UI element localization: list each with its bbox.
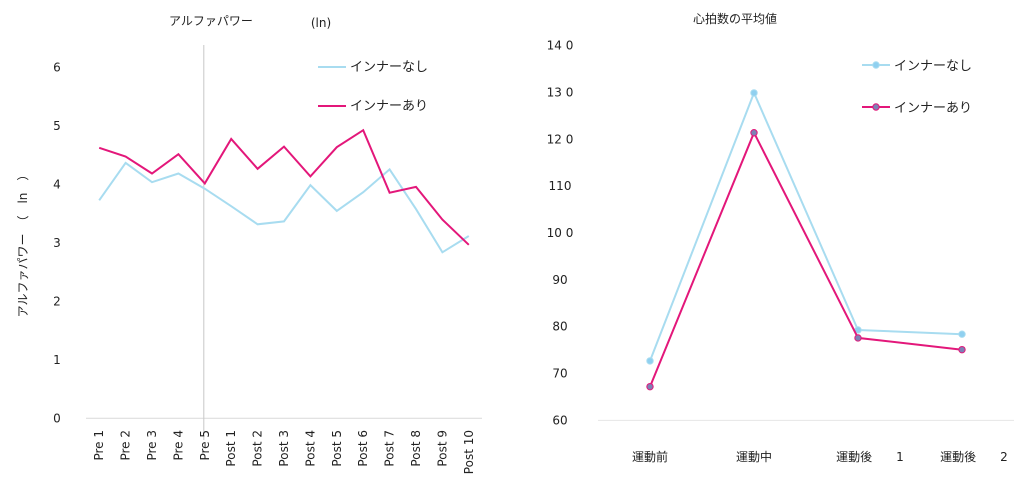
alpha-power-chart: アルファパワー (ln) アルファパワー （ ln ） 0 1 2 3 4 5 6 Pre 1 Pre… [16, 14, 482, 474]
hr-legend-label-inner-none: インナーなし [894, 59, 972, 74]
alpha-x-tick-label: Post 2 [251, 430, 265, 467]
alpha-y-axis-label: アルファパワー （ ln ） [16, 169, 30, 318]
alpha-y-tick-label: 3 [53, 236, 61, 250]
heart-y-tick-label: 110 [549, 179, 572, 193]
hr-legend-marker-inner-none [872, 61, 880, 69]
hr-point-inner-with [958, 345, 966, 354]
heart-rate-chart: 心拍数の平均値 60 70 80 90 10 0 110 12 0 13 0 14 0 運動前 運動中… [547, 11, 1014, 464]
hr-point-inner-with [646, 382, 654, 391]
heart-y-tick-label: 13 0 [547, 85, 574, 99]
legend-label-inner-with: インナーあり [350, 99, 428, 114]
alpha-chart-title-unit: (ln) [311, 16, 331, 30]
alpha-x-tick-label: Pre 1 [92, 430, 106, 461]
hr-point-inner-none [646, 357, 654, 365]
heart-x-tick-label: 運動後 2 [940, 450, 1008, 464]
alpha-x-tick-label: Post 7 [383, 430, 397, 467]
alpha-x-tick-label: Post 5 [330, 430, 344, 467]
heart-y-tick-label: 60 [552, 413, 567, 427]
heart-y-tick-label: 70 [552, 367, 567, 381]
heart-x-tick-label: 運動前 [632, 449, 668, 464]
alpha-x-tick-label: Post 3 [277, 430, 291, 467]
alpha-y-tick-label: 0 [53, 411, 61, 425]
alpha-x-tick-label: Post 4 [303, 430, 317, 467]
heart-x-tick-label: 運動中 [736, 449, 772, 464]
hr-legend-label-inner-with: インナーあり [894, 101, 972, 116]
hr-series-line-inner-with [649, 130, 963, 388]
alpha-x-tick-label: Post 8 [409, 430, 423, 467]
heart-y-tick-label: 80 [552, 320, 567, 334]
hr-legend-marker-inner-with [872, 103, 880, 111]
alpha-y-tick-label: 5 [53, 119, 61, 133]
legend-label-inner-none: インナーなし [350, 60, 428, 75]
alpha-x-tick-label: Pre 5 [198, 430, 212, 461]
heart-y-tick-label: 14 0 [547, 39, 574, 53]
alpha-x-tick-label: Post 6 [356, 430, 370, 467]
hr-point-inner-with [750, 129, 758, 137]
heart-x-tick-label: 運動後 1 [836, 450, 904, 464]
alpha-x-tick-label: Pre 3 [145, 430, 159, 461]
hr-series-line-inner-none [649, 90, 963, 362]
hr-point-inner-none [958, 330, 966, 338]
alpha-y-tick-label: 1 [53, 353, 61, 367]
alpha-x-tick-label: Pre 4 [171, 430, 185, 461]
hr-point-inner-with [854, 334, 862, 342]
heart-y-tick-label: 10 0 [547, 226, 574, 240]
alpha-x-tick-label: Pre 2 [119, 430, 133, 461]
series-line-inner-none [98, 161, 470, 254]
alpha-chart-title: アルファパワー [169, 14, 253, 28]
hr-point-inner-none [750, 89, 758, 97]
alpha-y-tick-label: 6 [53, 61, 61, 75]
alpha-x-tick-label: Post 1 [224, 430, 238, 467]
alpha-y-tick-label: 4 [53, 178, 61, 192]
alpha-y-tick-label: 2 [53, 294, 61, 308]
heart-y-tick-label: 90 [552, 273, 567, 287]
heart-rate-chart-title: 心拍数の平均値 [693, 11, 777, 26]
alpha-x-tick-label: Post 10 [462, 430, 476, 474]
series-line-inner-with [98, 128, 470, 246]
heart-y-tick-label: 12 0 [547, 132, 574, 146]
alpha-x-tick-label: Post 9 [435, 430, 449, 467]
